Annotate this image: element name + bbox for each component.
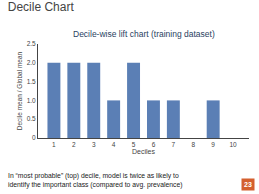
svg-text:9: 9 <box>211 141 215 148</box>
svg-text:Decile-wise lift chart (traini: Decile-wise lift chart (training dataset… <box>73 29 215 39</box>
svg-text:5: 5 <box>132 141 136 148</box>
svg-text:Deciles: Deciles <box>132 148 155 155</box>
svg-text:3: 3 <box>92 141 96 148</box>
svg-text:Decile mean / Global mean: Decile mean / Global mean <box>16 51 23 130</box>
svg-text:0.5: 0.5 <box>27 115 36 122</box>
svg-text:10: 10 <box>229 141 237 148</box>
svg-text:4: 4 <box>112 141 116 148</box>
svg-text:1.5: 1.5 <box>27 78 36 85</box>
svg-text:2: 2 <box>72 141 76 148</box>
svg-text:7: 7 <box>172 141 176 148</box>
svg-text:In “most probable” (top) decil: In “most probable” (top) decile, model i… <box>8 172 183 189</box>
svg-text:0: 0 <box>32 134 36 141</box>
svg-text:1.0: 1.0 <box>27 97 36 104</box>
svg-text:2.5: 2.5 <box>27 40 36 47</box>
svg-text:23: 23 <box>244 181 252 188</box>
svg-text:8: 8 <box>191 141 195 148</box>
svg-text:1: 1 <box>52 141 56 148</box>
svg-text:6: 6 <box>152 141 156 148</box>
svg-text:2.0: 2.0 <box>27 59 36 66</box>
svg-text:Decile Chart: Decile Chart <box>8 0 75 14</box>
